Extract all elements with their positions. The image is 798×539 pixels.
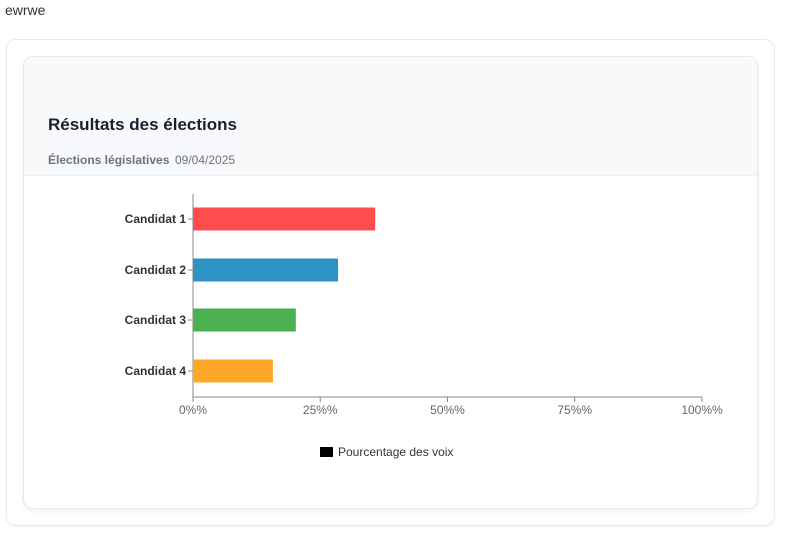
- results-card: Résultats des élections Élections législ…: [23, 56, 758, 509]
- category-label-1: Candidat 1: [125, 212, 187, 226]
- category-label-4: Candidat 4: [125, 364, 187, 378]
- x-tick-label-50: 50%%: [430, 403, 465, 417]
- bar-4: [193, 359, 273, 383]
- card-date: 09/04/2025: [175, 153, 236, 167]
- page-top-text: ewrwe: [5, 2, 46, 18]
- x-tick-label-25: 25%%: [303, 403, 338, 417]
- bar-1: [193, 207, 376, 231]
- legend-label: Pourcentage des voix: [338, 445, 453, 459]
- card-subtitle: Élections législatives: [48, 153, 170, 167]
- card-title: Résultats des élections: [48, 115, 237, 134]
- legend-swatch: [320, 447, 333, 457]
- bar-2: [193, 258, 339, 282]
- card-header: Résultats des élections Élections législ…: [24, 57, 757, 176]
- x-tick-label-75: 75%%: [557, 403, 592, 417]
- category-label-2: Candidat 2: [125, 263, 187, 277]
- category-label-3: Candidat 3: [125, 313, 187, 327]
- bar-3: [193, 308, 296, 332]
- x-tick-label-0: 0%%: [179, 403, 207, 417]
- x-tick-label-100: 100%%: [681, 403, 723, 417]
- bar-chart: Candidat 1 Candidat 2 Candidat 3 Candidat 4…: [125, 194, 723, 459]
